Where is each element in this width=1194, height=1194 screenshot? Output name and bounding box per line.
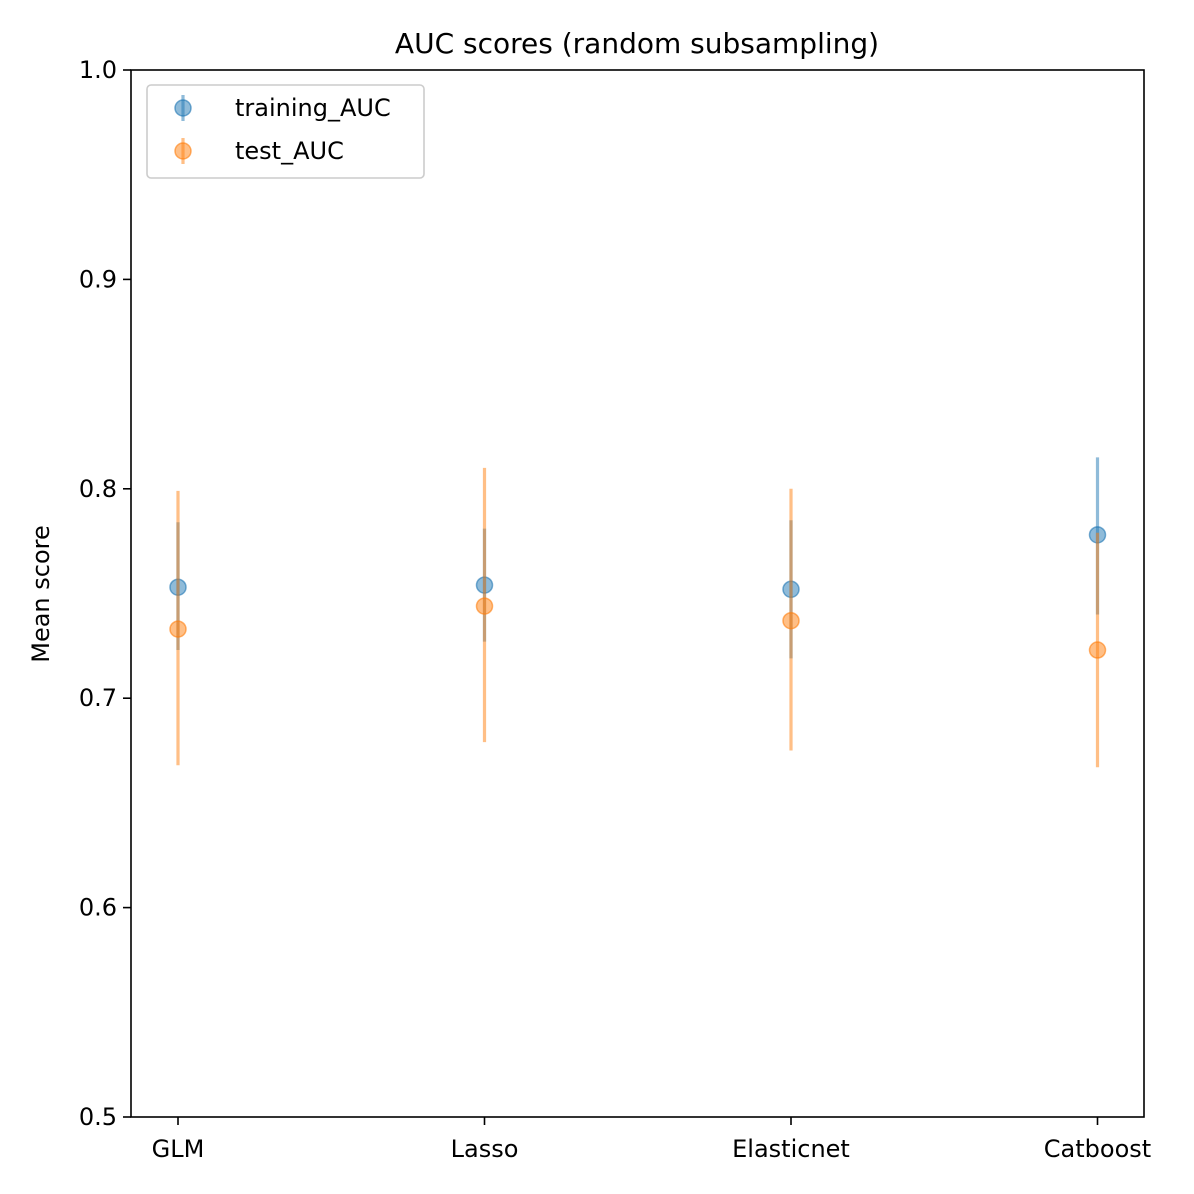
data-point	[475, 597, 494, 615]
x-tick-label: GLM	[152, 1135, 205, 1163]
chart-title: AUC scores (random subsampling)	[395, 27, 879, 60]
axes: 0.5 0.6 0.7 0.8 0.9 1.0 GLM Lasso Elasticnet Catb…	[79, 56, 1151, 1163]
x-tick-label: Elasticnet	[732, 1135, 850, 1163]
data-point	[1088, 641, 1107, 659]
y-tick-label: 0.6	[79, 894, 117, 922]
legend: training_AUC test_AUC	[146, 84, 425, 179]
y-tick-label: 0.9	[79, 265, 117, 293]
legend-marker	[174, 142, 192, 160]
x-tick-label: Catboost	[1044, 1135, 1151, 1163]
data-point	[169, 620, 187, 638]
y-tick-label: 0.5	[79, 1103, 117, 1131]
legend-label: training_AUC	[235, 94, 391, 122]
y-tick-label: 0.8	[79, 475, 117, 503]
data-point	[782, 611, 800, 630]
legend-box	[146, 84, 425, 179]
series-training_AUC	[169, 457, 1107, 659]
y-tick-label: 0.7	[79, 684, 117, 712]
plot-marks	[169, 457, 1107, 768]
series-test_AUC	[169, 467, 1107, 768]
plot-frame	[130, 69, 1145, 1118]
y-axis-label: Mean score	[27, 525, 55, 663]
x-tick-label: Lasso	[451, 1135, 519, 1163]
y-tick-label: 1.0	[79, 56, 117, 84]
legend-marker	[174, 99, 192, 117]
legend-label: test_AUC	[235, 137, 344, 165]
